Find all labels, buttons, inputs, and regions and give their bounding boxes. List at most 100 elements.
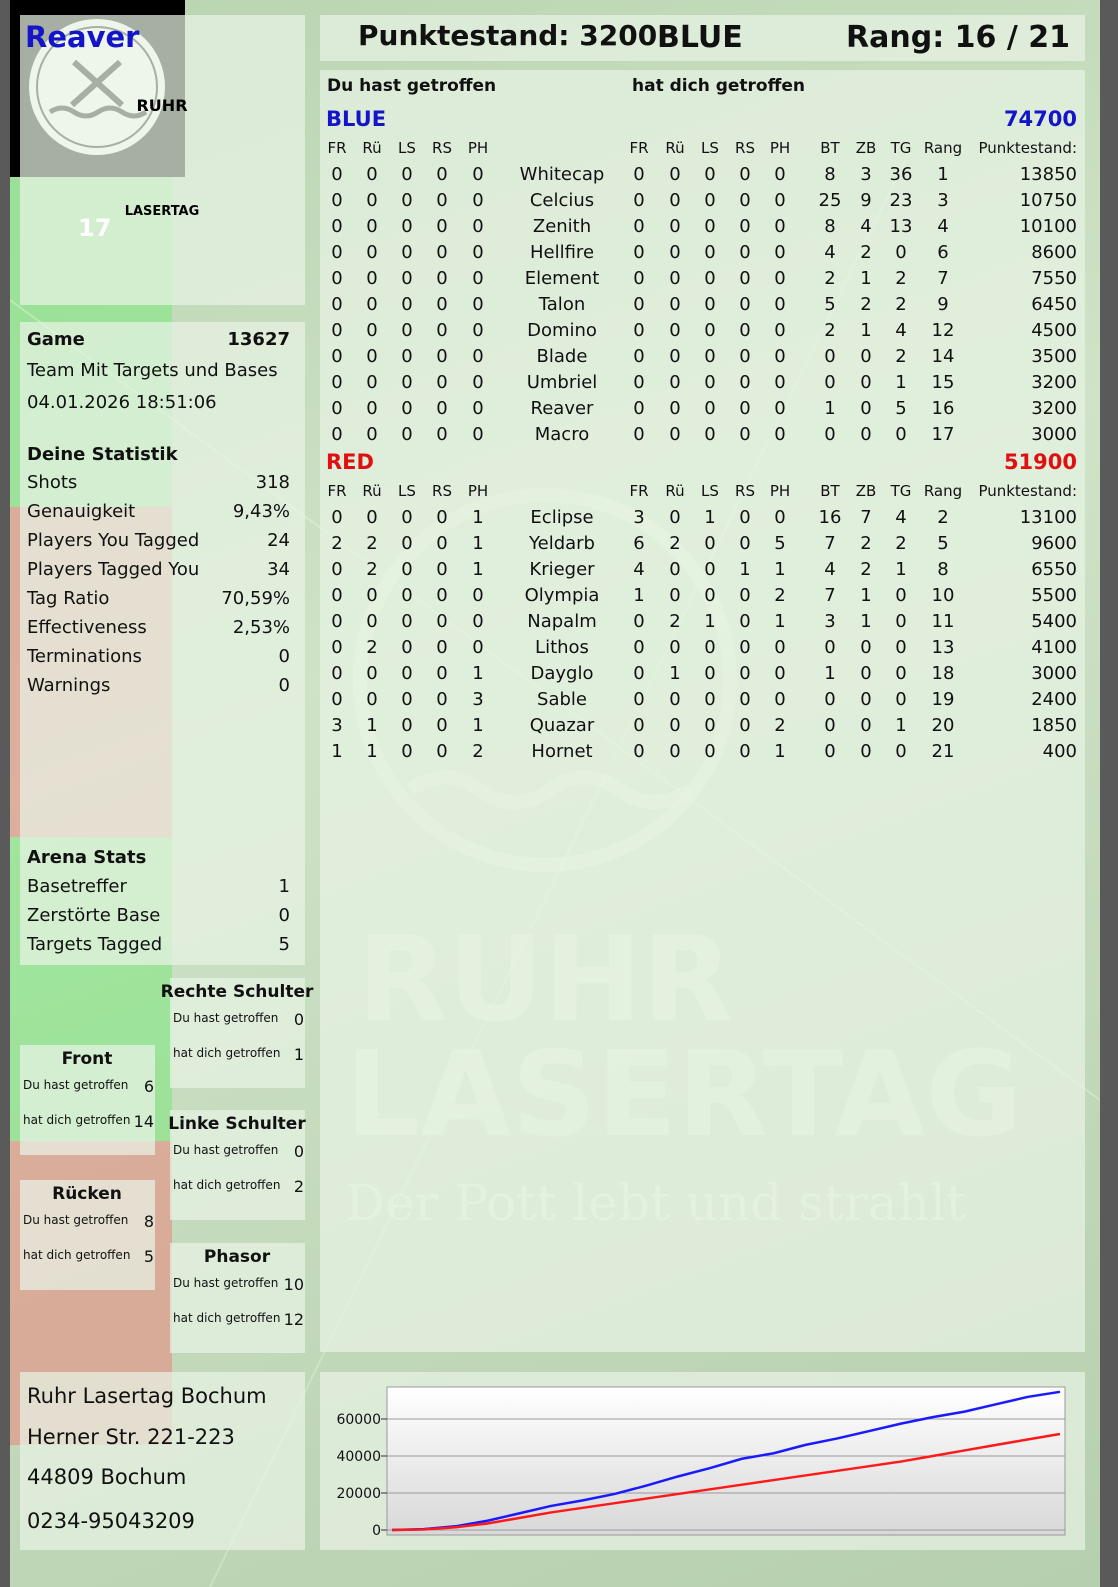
column-header: BT bbox=[820, 481, 840, 500]
cell: 0 bbox=[633, 320, 645, 342]
cell: 13 bbox=[889, 216, 913, 238]
chart: 0 20000 40000 60000 bbox=[336, 1386, 1066, 1539]
cell: 8 bbox=[824, 216, 836, 238]
cell: 0 bbox=[860, 637, 872, 659]
stat-label: Terminations bbox=[27, 646, 142, 668]
cell: 0 bbox=[704, 533, 716, 555]
cell: 0 bbox=[704, 689, 716, 711]
cell: 0 bbox=[704, 372, 716, 394]
player-name: Dayglo bbox=[530, 663, 594, 685]
cell: 2 bbox=[860, 533, 872, 555]
cell: 0 bbox=[669, 216, 681, 238]
column-header: Rü bbox=[362, 138, 382, 157]
team-name: BLUE bbox=[326, 107, 387, 132]
zone-value: 8 bbox=[143, 1211, 154, 1231]
cell: 2 bbox=[824, 268, 836, 290]
cell: 1 bbox=[366, 741, 378, 763]
cell: 0 bbox=[331, 190, 343, 212]
zone-panel bbox=[170, 978, 305, 1088]
cell: 0 bbox=[401, 559, 413, 581]
stat-value: 0 bbox=[278, 646, 290, 668]
zone-value: 5 bbox=[143, 1246, 154, 1266]
cell: 19 bbox=[931, 689, 955, 711]
score: Punktestand: 3200 bbox=[358, 19, 658, 53]
cell: 1 bbox=[366, 715, 378, 737]
cell: 2 bbox=[860, 242, 872, 264]
cell: 6550 bbox=[1031, 559, 1077, 581]
cell: 0 bbox=[366, 398, 378, 420]
cell: 0 bbox=[472, 320, 484, 342]
cell: 0 bbox=[401, 663, 413, 685]
cell: 0 bbox=[739, 533, 751, 555]
cell: 2 bbox=[860, 294, 872, 316]
cell: 18 bbox=[931, 663, 955, 685]
column-header: LS bbox=[398, 481, 416, 500]
cell: 0 bbox=[824, 346, 836, 368]
cell: 0 bbox=[436, 294, 448, 316]
stat-value: 2,53% bbox=[232, 617, 290, 639]
value: 13627 bbox=[227, 329, 290, 351]
cell: 0 bbox=[366, 320, 378, 342]
cell: 4500 bbox=[1031, 320, 1077, 342]
cell: 0 bbox=[331, 268, 343, 290]
cell: 0 bbox=[774, 637, 786, 659]
cell: 0 bbox=[366, 242, 378, 264]
zone-value: 14 bbox=[133, 1111, 154, 1131]
cell: 0 bbox=[739, 637, 751, 659]
label: Game bbox=[27, 329, 85, 351]
zone-label: Du hast getroffen bbox=[173, 1142, 279, 1157]
line bbox=[391, 1432, 1061, 1532]
cell: 0 bbox=[366, 216, 378, 238]
team-total: 51900 bbox=[1003, 450, 1077, 475]
cell: 0 bbox=[774, 294, 786, 316]
cell: 0 bbox=[401, 689, 413, 711]
cell: 2400 bbox=[1031, 689, 1077, 711]
cell: 1 bbox=[669, 663, 681, 685]
stat-label: Warnings bbox=[27, 675, 111, 697]
cell: 0 bbox=[633, 398, 645, 420]
column-header: Rang bbox=[923, 138, 963, 157]
player-name: Umbriel bbox=[526, 372, 598, 394]
cell: 0 bbox=[704, 559, 716, 581]
logo-text: RUHR bbox=[136, 95, 188, 115]
address-line: Ruhr Lasertag Bochum bbox=[27, 1384, 267, 1409]
cell: 1 bbox=[824, 398, 836, 420]
cell: 1 bbox=[860, 585, 872, 607]
player-panel bbox=[20, 15, 305, 305]
stat-label: Tag Ratio bbox=[27, 588, 110, 610]
cell: 36 bbox=[889, 164, 913, 186]
stat-value: 1 bbox=[278, 876, 290, 898]
cell: 0 bbox=[331, 398, 343, 420]
cell: 7 bbox=[824, 585, 836, 607]
team-total: 74700 bbox=[1003, 107, 1077, 132]
cell: 0 bbox=[739, 294, 751, 316]
cell: 0 bbox=[669, 507, 681, 529]
cell: 3200 bbox=[1031, 372, 1077, 394]
cell: 3 bbox=[472, 689, 484, 711]
cell: 13 bbox=[931, 637, 955, 659]
cell: 0 bbox=[669, 689, 681, 711]
cell: 4100 bbox=[1031, 637, 1077, 659]
cell: 5400 bbox=[1031, 611, 1077, 633]
cell: 17 bbox=[931, 424, 955, 446]
cell: 0 bbox=[366, 611, 378, 633]
cell: 400 bbox=[1042, 741, 1077, 763]
cell: 0 bbox=[895, 741, 907, 763]
cell: 0 bbox=[331, 424, 343, 446]
column-header: ZB bbox=[855, 481, 877, 500]
cell: 2 bbox=[331, 533, 343, 555]
stat-value: 9,43% bbox=[232, 501, 290, 523]
cell: 0 bbox=[739, 346, 751, 368]
cell: 3 bbox=[824, 611, 836, 633]
cell: 0 bbox=[401, 190, 413, 212]
cell: 5 bbox=[774, 533, 786, 555]
cell: 0 bbox=[401, 741, 413, 763]
cell: 3 bbox=[860, 164, 872, 186]
cell: 0 bbox=[633, 741, 645, 763]
cell: 0 bbox=[633, 663, 645, 685]
cell: 0 bbox=[895, 242, 907, 264]
cell: 0 bbox=[401, 320, 413, 342]
player-name: Blade bbox=[536, 346, 588, 368]
cell: 4 bbox=[860, 216, 872, 238]
cell: 0 bbox=[774, 216, 786, 238]
